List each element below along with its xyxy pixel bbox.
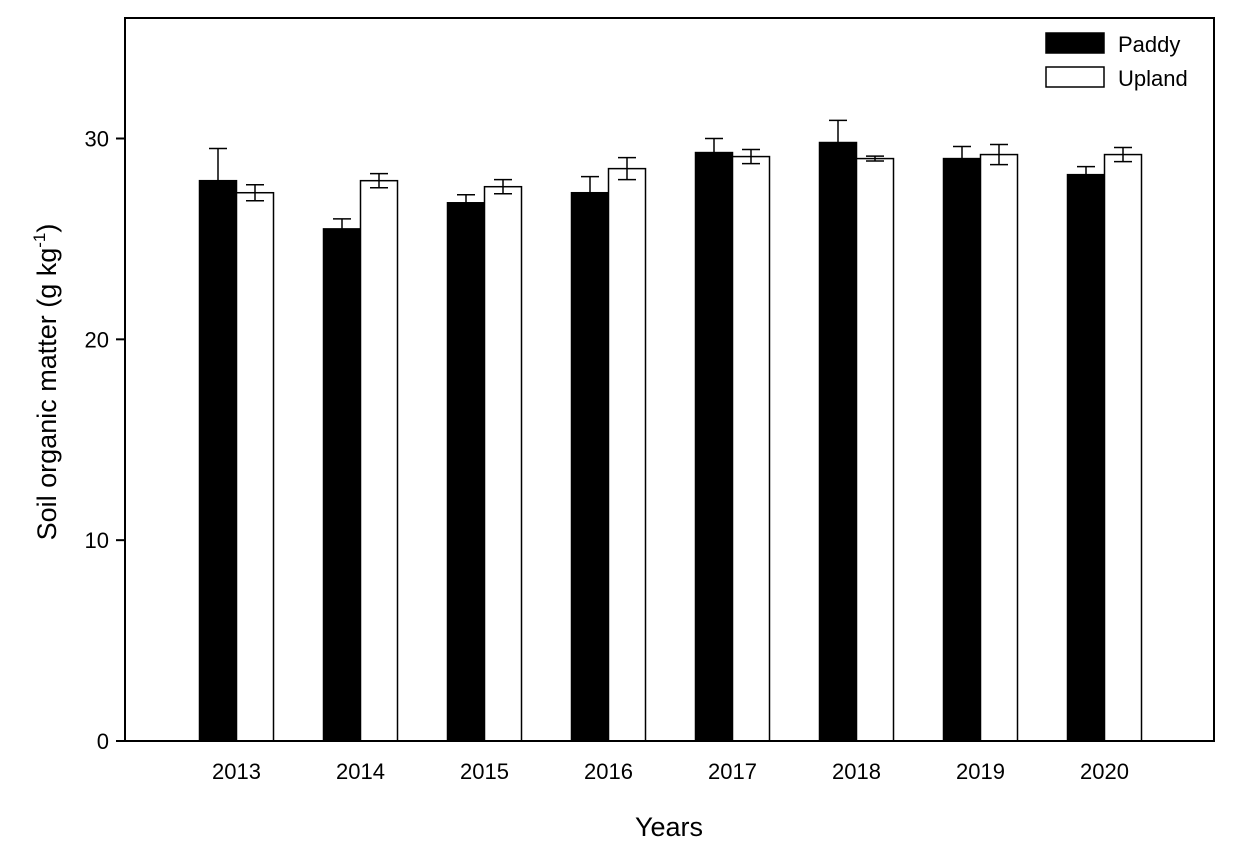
y-tick-label: 10 <box>85 528 109 553</box>
bar-paddy-2015 <box>446 202 486 742</box>
bar-paddy-2014 <box>322 228 362 742</box>
x-tick-label: 2013 <box>212 759 261 784</box>
x-tick-label: 2018 <box>832 759 881 784</box>
y-axis-title-superscript: -1 <box>30 233 49 248</box>
bar-paddy-2017 <box>694 151 734 742</box>
bar-upland-2018 <box>855 157 895 742</box>
legend-swatch-paddy <box>1045 32 1105 54</box>
y-axis: 0 10 20 30 <box>85 127 125 754</box>
y-axis-title-main: Soil organic matter (g kg <box>32 248 62 541</box>
bar-upland-2019 <box>979 153 1019 742</box>
bar-paddy-2016 <box>570 191 610 742</box>
bar-paddy-2020 <box>1066 173 1106 742</box>
y-axis-title: Soil organic matter (g kg-1) <box>30 224 62 541</box>
y-tick-label: 20 <box>85 327 109 352</box>
legend: Paddy Upland <box>1045 32 1188 91</box>
x-tick-label: 2016 <box>584 759 633 784</box>
bar-upland-2016 <box>607 167 647 742</box>
bars-layer <box>198 119 1143 742</box>
plot-frame <box>124 17 1215 742</box>
bar-paddy-2013 <box>198 179 238 742</box>
x-axis-title: Years <box>635 812 703 842</box>
bar-paddy-2018 <box>818 141 858 742</box>
x-tick-label: 2014 <box>336 759 385 784</box>
bar-upland-2013 <box>235 191 275 742</box>
y-axis-title-close: ) <box>32 224 62 233</box>
bar-upland-2015 <box>483 185 523 742</box>
y-tick-label: 0 <box>97 729 109 754</box>
bar-upland-2014 <box>359 179 399 742</box>
y-tick-label: 30 <box>85 127 109 152</box>
legend-label-paddy: Paddy <box>1118 32 1180 57</box>
legend-swatch-upland <box>1045 66 1105 88</box>
x-tick-label: 2019 <box>956 759 1005 784</box>
x-tick-label: 2017 <box>708 759 757 784</box>
x-tick-label: 2015 <box>460 759 509 784</box>
bar-upland-2020 <box>1103 153 1143 742</box>
legend-label-upland: Upland <box>1118 66 1188 91</box>
x-tick-label: 2020 <box>1080 759 1129 784</box>
x-axis: 2013 2014 2015 2016 2017 2018 2019 2020 <box>212 759 1129 784</box>
bar-upland-2017 <box>731 155 771 742</box>
bar-paddy-2019 <box>942 157 982 742</box>
